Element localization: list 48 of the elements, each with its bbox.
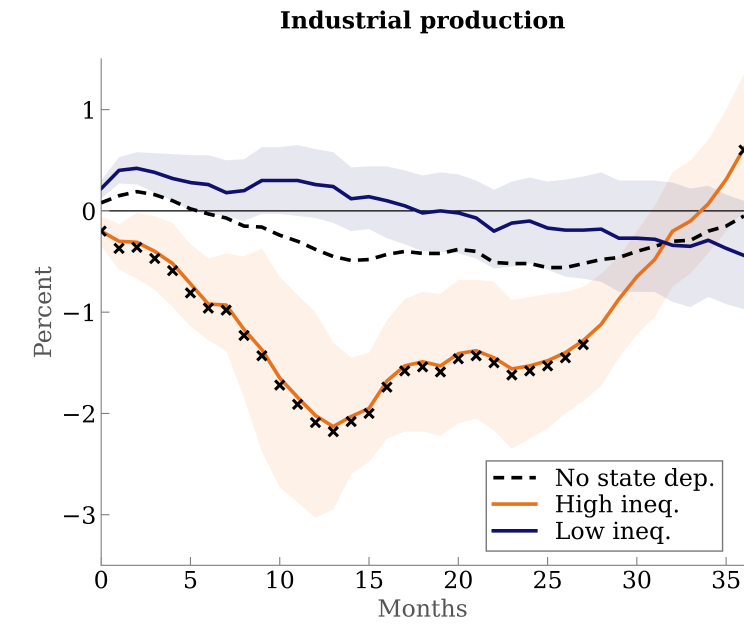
point [506, 368, 518, 382]
x-tick-label: 25 [534, 570, 561, 588]
point [344, 415, 358, 428]
y-tick-label: 1 [84, 101, 93, 119]
point [559, 352, 572, 364]
point [130, 241, 144, 254]
point [309, 416, 322, 429]
x-tick-label: 0 [95, 570, 108, 588]
point [327, 425, 340, 438]
point [398, 364, 411, 378]
point [452, 352, 464, 365]
point [434, 366, 447, 378]
y-tick-label: −1 [64, 304, 93, 322]
point [274, 378, 286, 392]
x-tick-label: 10 [268, 570, 294, 588]
x-tick-label: 15 [356, 570, 382, 588]
point [541, 360, 554, 372]
point [202, 302, 215, 314]
point [166, 264, 179, 277]
point [524, 364, 536, 378]
point [380, 380, 394, 394]
point [291, 398, 304, 411]
legend-label: High ineq. [556, 494, 678, 518]
y-tick-label: −3 [64, 506, 95, 524]
y-axis-title: Percent [34, 266, 52, 357]
point [362, 407, 376, 420]
line-series [101, 190, 744, 270]
x-tick-label: 5 [184, 570, 196, 588]
y-tick-label: −2 [64, 404, 94, 422]
x-tick-label: 20 [444, 570, 472, 588]
legend-label: No state dep. [556, 468, 714, 491]
point [416, 360, 429, 374]
legend-label: Low ineq. [556, 522, 670, 544]
point [148, 252, 161, 265]
line-series [101, 166, 744, 258]
chart-title: Industrial production [280, 10, 565, 34]
point [112, 242, 126, 255]
point [220, 304, 232, 316]
point [238, 329, 250, 342]
x-tick-label: 35 [712, 570, 740, 588]
x-tick-label: 30 [624, 570, 650, 588]
point [184, 286, 197, 300]
point [577, 338, 590, 351]
point [488, 356, 500, 369]
point [470, 350, 482, 362]
y-tick-label: 0 [82, 202, 95, 220]
point [256, 350, 268, 362]
x-axis-title: Months [378, 598, 467, 617]
